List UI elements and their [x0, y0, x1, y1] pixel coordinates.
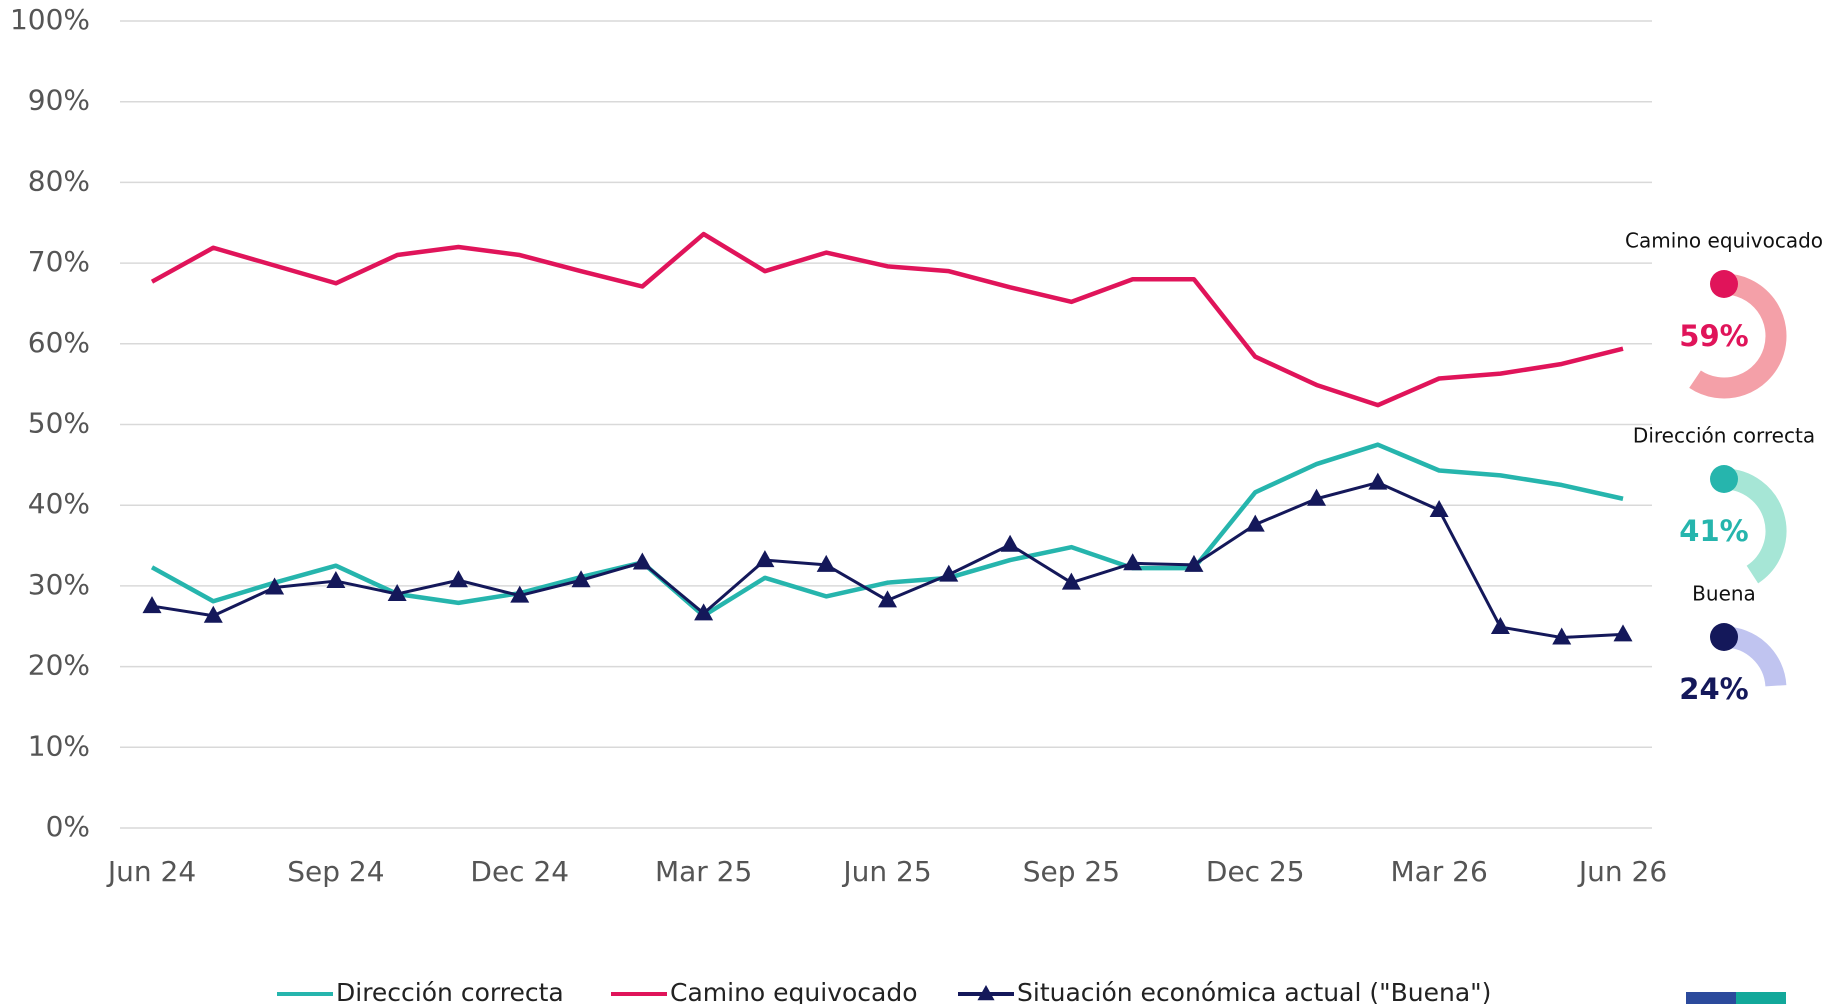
y-tick-label: 50%: [28, 407, 90, 440]
marker: [1245, 514, 1265, 532]
legend-marker: [977, 985, 995, 1001]
y-tick-label: 90%: [28, 84, 90, 117]
x-tick-label: Sep 25: [1023, 855, 1120, 888]
marker: [510, 585, 530, 603]
marker: [387, 583, 407, 601]
y-tick-label: 60%: [28, 326, 90, 359]
marker: [326, 571, 346, 589]
marker: [1490, 617, 1510, 635]
callout-value: 24%: [1679, 672, 1748, 706]
x-tick-label: Sep 24: [287, 855, 384, 888]
y-tick-label: 100%: [10, 3, 90, 36]
marker: [571, 570, 591, 588]
marker: [1307, 488, 1327, 506]
callout-label: Buena: [1692, 582, 1756, 606]
x-tick-label: Jun 25: [841, 855, 931, 888]
marker: [755, 550, 775, 568]
y-tick-label: 0%: [46, 810, 90, 843]
gauge-dot: [1710, 623, 1738, 651]
marker: [203, 605, 223, 623]
y-tick-label: 40%: [28, 487, 90, 520]
callout-value: 59%: [1679, 319, 1748, 353]
gauge-dot: [1710, 270, 1738, 298]
callout-value: 41%: [1679, 514, 1748, 548]
marker: [1061, 572, 1081, 590]
marker: [1429, 500, 1449, 518]
callout-label: Camino equivocado: [1625, 229, 1823, 253]
marker: [1123, 553, 1143, 571]
series-line: [150, 231, 1624, 408]
x-tick-label: Jun 24: [106, 855, 196, 888]
marker: [1368, 472, 1388, 490]
y-tick-label: 30%: [28, 568, 90, 601]
legend-label: Dirección correcta: [336, 978, 564, 1004]
marker: [142, 596, 162, 614]
logo: [1686, 992, 1736, 1004]
marker: [939, 564, 959, 582]
marker: [878, 590, 897, 608]
marker: [1000, 534, 1020, 552]
marker: [694, 603, 714, 621]
gauge-arc: [1689, 273, 1787, 399]
marker: [816, 554, 836, 572]
x-tick-label: Dec 24: [470, 855, 569, 888]
gauge-dot: [1710, 465, 1738, 493]
y-tick-label: 80%: [28, 164, 90, 197]
gauge-arc: [1723, 468, 1787, 584]
callout-label: Dirección correcta: [1633, 424, 1815, 448]
legend-label: Situación económica actual ("Buena"): [1017, 978, 1491, 1004]
marker: [1184, 554, 1204, 572]
x-tick-label: Mar 25: [655, 855, 752, 888]
marker: [632, 552, 652, 570]
y-tick-label: 70%: [28, 245, 90, 278]
marker: [1613, 624, 1633, 642]
x-tick-label: Dec 25: [1206, 855, 1305, 888]
legend-label: Camino equivocado: [670, 978, 918, 1004]
marker: [1552, 627, 1572, 645]
marker: [448, 570, 468, 588]
x-tick-label: Mar 26: [1390, 855, 1487, 888]
logo: [1736, 992, 1786, 1004]
y-tick-label: 10%: [28, 729, 90, 762]
y-tick-label: 20%: [28, 649, 90, 682]
x-tick-label: Jun 26: [1577, 855, 1667, 888]
marker: [265, 577, 285, 595]
